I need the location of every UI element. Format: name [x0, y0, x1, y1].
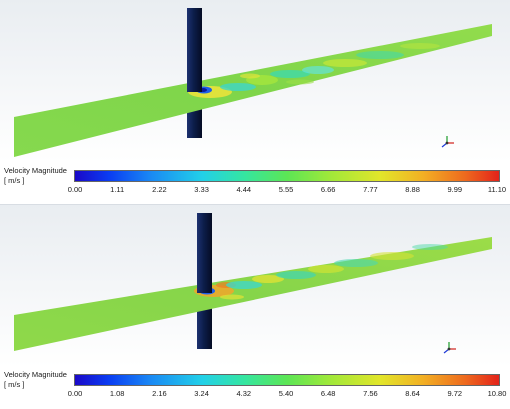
colorbar-tick-label: 9.72	[447, 389, 463, 398]
flow-scene-bottom	[0, 205, 510, 367]
axis-triad-icon	[443, 342, 456, 354]
colorbar-tick-label: 1.08	[109, 389, 125, 398]
colorbar-unit: [ m/s ]	[4, 380, 25, 389]
colorbar-tick-label: 3.24	[194, 389, 209, 398]
colorbar-title: Velocity Magnitude	[4, 370, 67, 379]
colorbar-tick-label: 6.66	[320, 185, 336, 194]
colorbar-tick-label: 6.48	[320, 389, 336, 398]
colorbar-tick-label: 11.10	[487, 185, 507, 194]
velocity-plot-panel-bottom: Velocity Magnitude [ m/s ] 0.00 1.08 2.16 3…	[0, 205, 510, 409]
colorbar-title: Velocity Magnitude	[4, 166, 67, 175]
colorbar-tick-label: 5.40	[278, 389, 294, 398]
colorbar-tick-label: 8.88	[405, 185, 420, 194]
flow-scene-top	[0, 0, 510, 162]
colorbar-tick-label: 7.77	[363, 185, 378, 194]
panel-divider	[0, 204, 510, 205]
colorbar-tick-label: 8.64	[405, 389, 420, 398]
colorbar-tick-label: 2.22	[152, 185, 167, 194]
colorbar-tick-label: 5.55	[278, 185, 294, 194]
colorbar-tick-label: 2.16	[152, 389, 167, 398]
cylinder-upper	[187, 8, 202, 92]
colorbar	[74, 170, 500, 182]
colorbar-tick-label: 9.99	[447, 185, 463, 194]
colorbar-tick-label: 0.00	[67, 389, 83, 398]
axis-triad-icon	[441, 136, 454, 148]
colorbar-tick-label: 3.33	[194, 185, 209, 194]
cylinder-upper	[197, 213, 212, 293]
colorbar-tick-label: 4.44	[236, 185, 252, 194]
wake-region	[188, 43, 440, 98]
colorbar-tick-label: 0.00	[67, 185, 83, 194]
colorbar-tick-label: 10.80	[487, 389, 507, 398]
colorbar	[74, 374, 500, 386]
velocity-plot-panel-top: Velocity Magnitude [ m/s ] 0.00 1.11 2.22 3…	[0, 0, 510, 204]
colorbar-tick-label: 1.11	[110, 185, 125, 194]
colorbar-tick-label: 4.32	[236, 389, 252, 398]
colorbar-tick-label: 7.56	[363, 389, 378, 398]
colorbar-unit: [ m/s ]	[4, 176, 25, 185]
